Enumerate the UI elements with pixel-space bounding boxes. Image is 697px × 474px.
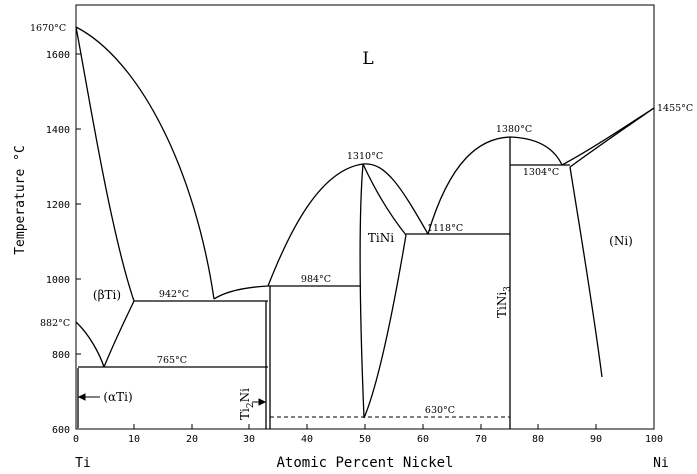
x-tick-label: 50: [359, 434, 371, 445]
beta-eutectoid-right: [103, 300, 135, 368]
temp-label-984: 984°C: [301, 274, 331, 285]
liquidus-ti-side: [75, 26, 215, 300]
y-tick-label: 800: [52, 350, 70, 361]
element-ti-label: Ti: [75, 456, 91, 471]
liquidus-ti2ni: [213, 285, 269, 300]
solidus-ni-side: [569, 107, 655, 168]
tini3-label-text: TiNi3: [495, 286, 513, 318]
liquidus-tini-dome: [267, 163, 429, 287]
invariant-lines: [78, 164, 570, 368]
ti2ni-label-sub: 2: [246, 402, 256, 408]
y-axis-ticks: [76, 53, 81, 430]
x-axis-ticks: [75, 424, 655, 429]
y-tick-labels: 600 800 1000 1200 1400 1600: [46, 50, 70, 436]
beta-alpha-left: [75, 321, 105, 368]
tini-right-boundary: [363, 234, 407, 419]
y-tick-label: 1200: [46, 200, 70, 211]
phase-label-alpha-ti: (αTi): [103, 390, 132, 404]
x-axis-title: Atomic Percent Nickel: [276, 455, 453, 471]
temp-label-1455: 1455°C: [657, 103, 693, 114]
phase-label-tini: TiNi: [368, 231, 394, 245]
liquidus-tini3-dome: [427, 136, 563, 235]
solidus-beta-ti: [75, 26, 135, 302]
temp-label-1670: 1670°C: [30, 23, 66, 34]
tini-left-boundary: [359, 163, 365, 419]
x-tick-label: 10: [128, 434, 140, 445]
ti2ni-arrowhead: [258, 398, 267, 406]
x-tick-label: 20: [186, 434, 198, 445]
temp-label-1380: 1380°C: [496, 124, 532, 135]
y-tick-label: 1600: [46, 50, 70, 61]
x-tick-labels: 0 10 20 30 40 50 60 70 80 90 100: [73, 434, 663, 445]
phase-label-beta-ti: (βTi): [93, 288, 121, 302]
y-axis-title: Temperature °C: [13, 145, 28, 255]
temp-label-1304: 1304°C: [523, 167, 559, 178]
alpha-ti-arrowhead: [77, 393, 86, 401]
y-tick-label: 600: [52, 425, 70, 436]
temp-label-1310: 1310°C: [347, 151, 383, 162]
ti2ni-label-ni: Ni: [238, 388, 252, 403]
x-tick-label: 30: [243, 434, 255, 445]
temp-label-942: 942°C: [159, 289, 189, 300]
phase-label-ti2ni: Ti2Ni: [238, 388, 256, 420]
phase-label-ni: (Ni): [609, 234, 633, 248]
liquidus-ni-side: [561, 107, 655, 166]
x-tick-label: 40: [301, 434, 313, 445]
phase-label-liquid: L: [362, 49, 373, 69]
compound-lines: [265, 137, 511, 429]
x-tick-label: 70: [475, 434, 487, 445]
temperature-labels: 1670°C 1455°C 882°C 942°C 765°C 984°C 13…: [30, 23, 693, 416]
phase-boundaries: [75, 26, 655, 428]
phase-label-tini3: TiNi3: [495, 286, 513, 318]
x-tick-label: 60: [417, 434, 429, 445]
element-ni-label: Ni: [653, 456, 669, 471]
temp-label-882: 882°C: [40, 318, 70, 329]
x-tick-label: 90: [590, 434, 602, 445]
tini3-label-main: TiNi: [495, 292, 509, 318]
y-tick-label: 1400: [46, 125, 70, 136]
label-arrows: [77, 393, 267, 406]
ti2ni-label-ti: Ti: [238, 408, 252, 420]
x-tick-label: 100: [645, 434, 663, 445]
x-tick-label: 80: [532, 434, 544, 445]
tini3-label-sub: 3: [503, 286, 513, 292]
ni-solvus: [569, 166, 603, 378]
x-tick-label: 0: [73, 434, 79, 445]
ti2ni-label-text: Ti2Ni: [238, 388, 256, 420]
temp-label-765: 765°C: [157, 355, 187, 366]
temp-label-630: 630°C: [425, 405, 455, 416]
y-tick-label: 1000: [46, 275, 70, 286]
tini-solidus-right: [362, 163, 407, 236]
temp-label-1118: 1118°C: [427, 223, 463, 234]
